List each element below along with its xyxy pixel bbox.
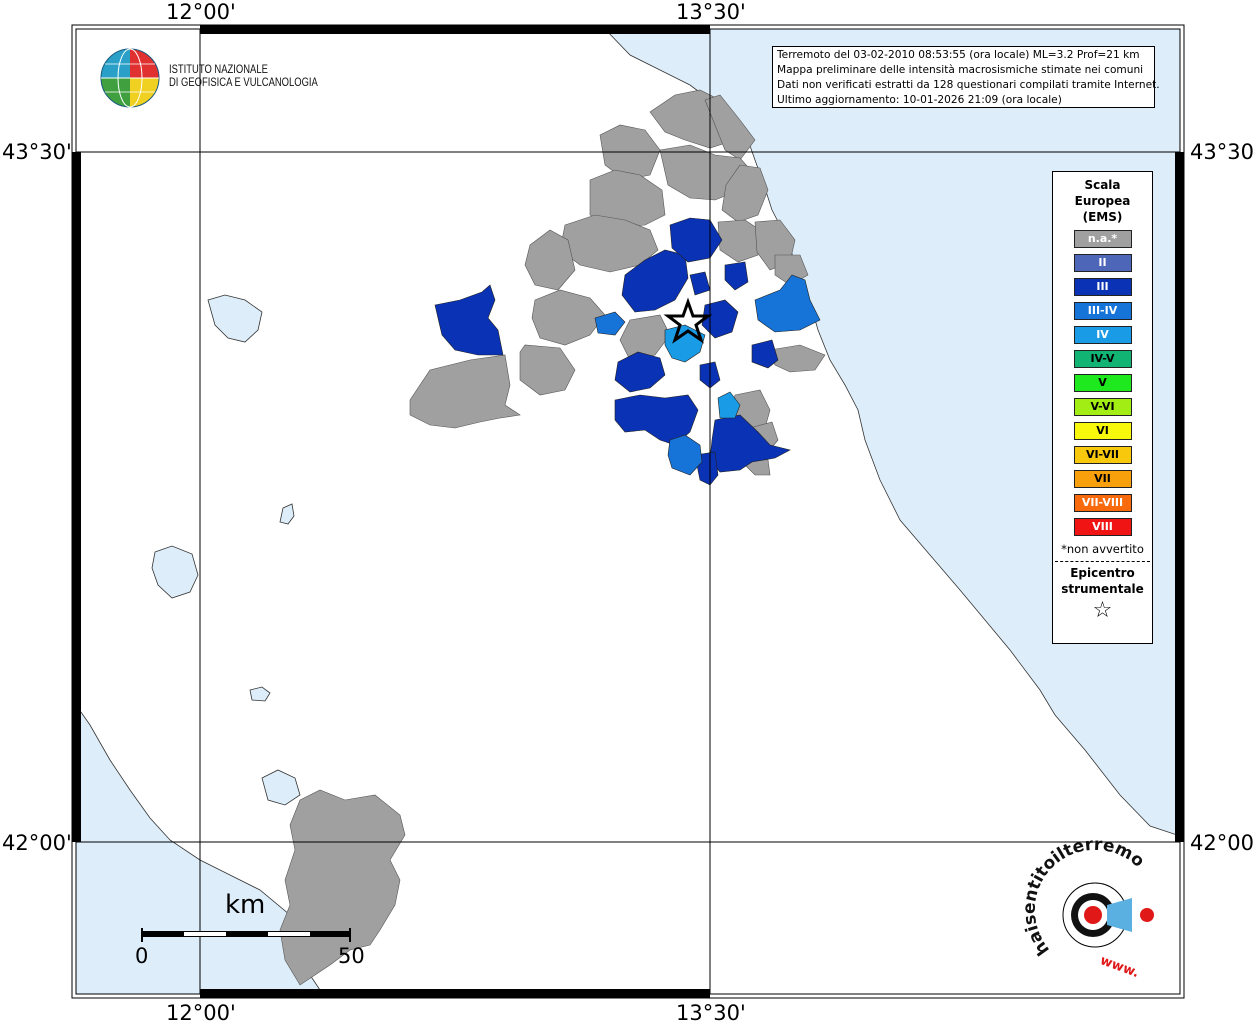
coord-left-42: 42°00' — [2, 831, 72, 855]
graticule — [76, 29, 1180, 994]
coord-bottom-12: 12°00' — [166, 1001, 236, 1025]
scale-unit: km — [225, 890, 266, 920]
legend-swatch: VI — [1073, 422, 1132, 440]
legend-title-3: (EMS) — [1082, 210, 1123, 224]
legend-title-2: Europea — [1074, 194, 1131, 208]
legend-epicenter-2: strumentale — [1061, 582, 1144, 596]
event-info-box: Terremoto del 03-02-2010 08:53:55 (ora l… — [772, 46, 1160, 108]
ems-legend: Scala Europea (EMS) n.a.* II III III-IV IV IV… — [1052, 171, 1153, 644]
lakes — [151, 294, 301, 806]
legend-title-1: Scala — [1084, 178, 1121, 192]
scale-max: 50 — [338, 944, 365, 968]
coord-right-43-30: 43°30' — [1190, 140, 1255, 164]
legend-swatch: VI-VII — [1073, 446, 1132, 464]
info-line2: Mappa preliminare delle intensità macros… — [777, 64, 1144, 76]
legend-swatch: V-VI — [1073, 398, 1132, 416]
epicenter-star-icon — [663, 297, 713, 344]
legend-swatch: V — [1073, 374, 1132, 392]
info-line3: Dati non verificati estratti da 128 ques… — [777, 79, 1160, 91]
municipalities-intensity-iii — [434, 217, 791, 486]
legend-swatch: VII-VIII — [1073, 494, 1132, 512]
legend-swatch: n.a.* — [1073, 230, 1132, 248]
coord-right-42: 42°00' — [1190, 831, 1255, 855]
legend-note: *non avvertito — [1061, 542, 1144, 556]
map-frame — [71, 24, 1185, 999]
legend-swatch: VIII — [1073, 518, 1132, 536]
legend-swatch: IV-V — [1073, 350, 1132, 368]
legend-swatch: VII — [1073, 470, 1132, 488]
institute-line1: ISTITUTO NAZIONALE — [169, 64, 268, 76]
info-line4: Ultimo aggiornamento: 10-01-2026 21:09 (… — [777, 94, 1062, 106]
legend-swatch: III — [1073, 278, 1132, 296]
legend-swatch: IV — [1073, 326, 1132, 344]
municipalities-intensity-iii-iv — [594, 274, 821, 476]
legend-star-icon: ☆ — [1092, 598, 1113, 623]
coord-left-43-30: 43°30' — [2, 140, 72, 164]
legend-swatches: n.a.* II III III-IV IV IV-V V V-VI VI VI-VII VII VI… — [1053, 230, 1152, 536]
coord-top-13-30: 13°30' — [676, 0, 746, 24]
coord-top-12: 12°00' — [166, 0, 236, 24]
legend-swatch: II — [1073, 254, 1132, 272]
scale-bar — [141, 928, 351, 942]
scale-min: 0 — [135, 944, 149, 968]
institute-line2: DI GEOFISICA E VULCANOLOGIA — [169, 77, 318, 89]
legend-epicenter-1: Epicentro — [1070, 566, 1135, 580]
legend-swatch: III-IV — [1073, 302, 1132, 320]
ingv-globe-logo — [100, 48, 160, 108]
institute-name: ISTITUTO NAZIONALE DI GEOFISICA E VULCAN… — [169, 64, 318, 90]
coord-bottom-13-30: 13°30' — [676, 1001, 746, 1025]
info-line1: Terremoto del 03-02-2010 08:53:55 (ora l… — [777, 49, 1140, 61]
legend-separator — [1055, 561, 1150, 562]
